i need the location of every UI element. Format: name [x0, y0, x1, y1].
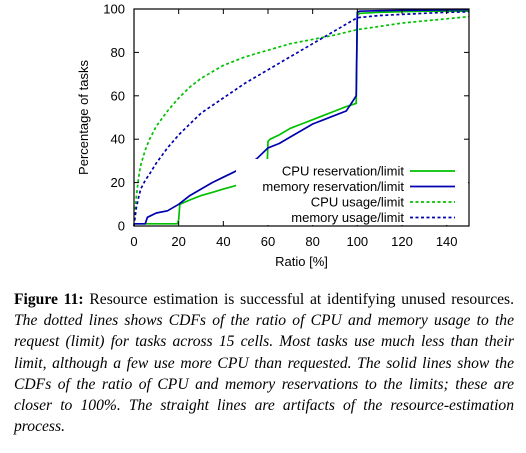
y-tick-label: 80	[111, 45, 125, 60]
x-tick-label: 140	[436, 234, 458, 249]
series-line-2	[133, 15, 470, 227]
x-axis-label: Ratio [%]	[275, 254, 328, 269]
x-tick-label: 60	[261, 234, 275, 249]
caption-label: Figure 11:	[14, 291, 84, 308]
legend-label: CPU usage/limit	[311, 195, 405, 210]
legend-label: CPU reservation/limit	[282, 164, 404, 179]
y-tick-label: 60	[111, 88, 125, 103]
plot-lines	[133, 8, 470, 227]
y-tick-label: 40	[111, 132, 125, 147]
legend-label: memory usage/limit	[291, 210, 404, 225]
series-line-1	[134, 8, 470, 225]
caption-body: The dotted lines shows CDFs of the ratio…	[14, 312, 514, 436]
y-tick-label: 100	[103, 2, 125, 17]
plot-frame	[133, 8, 470, 227]
x-tick-label: 40	[216, 234, 230, 249]
x-tick-label: 80	[305, 234, 319, 249]
legend-label: memory reservation/limit	[262, 179, 404, 194]
legend-background	[236, 159, 468, 225]
x-tick-label: 100	[346, 234, 368, 249]
y-axis-label: Percentage of tasks	[76, 60, 91, 175]
y-tick-label: 0	[118, 219, 125, 234]
figure-caption: Figure 11: Resource estimation is succes…	[14, 289, 514, 437]
x-tick-label: 20	[171, 234, 185, 249]
x-tick-label: 120	[391, 234, 413, 249]
y-axis-ticks: 0 20 40 60 80 100	[103, 2, 469, 234]
cdf-chart: 0 20 40 60 80 100 120 140 0 20 40 60 80 100 Ratio [%…	[76, 2, 470, 269]
caption-first-sentence: Resource estimation is successful at ide…	[89, 291, 515, 308]
series-line-0	[134, 10, 469, 225]
series-line-3	[133, 10, 470, 227]
y-tick-label: 20	[111, 175, 125, 190]
x-tick-label: 0	[130, 234, 137, 249]
